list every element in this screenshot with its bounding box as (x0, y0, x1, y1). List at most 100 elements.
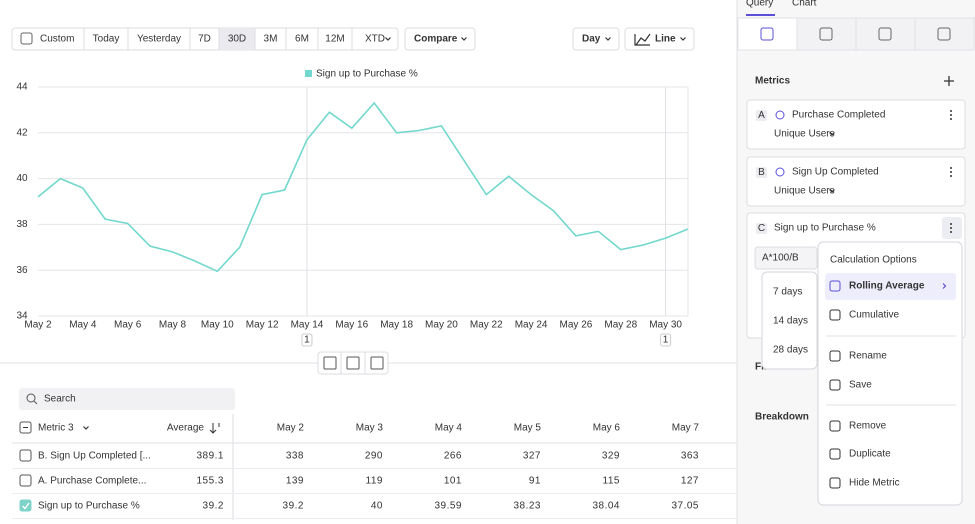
x-tick-label: May 14 (291, 320, 324, 331)
range-button[interactable]: 30D (228, 34, 246, 45)
range-button[interactable]: XTD (365, 34, 385, 45)
range-selected (219, 28, 255, 50)
menu-item[interactable]: Remove (849, 421, 887, 432)
row-value: 363 (681, 451, 699, 462)
metric-measure[interactable]: Unique Users (774, 186, 835, 197)
row-name: A. Purchase Complete... (38, 476, 146, 487)
metric-formula: A*100/B (762, 253, 799, 264)
x-tick-label: May 4 (69, 320, 97, 331)
row-value: 115 (603, 476, 620, 487)
more-dot (950, 110, 952, 112)
row-name: Sign up to Purchase % (38, 501, 140, 512)
event-icon (775, 110, 785, 120)
menu-item-icon (829, 477, 841, 489)
annotation-box[interactable] (301, 333, 313, 347)
range-button[interactable]: Custom (40, 34, 74, 45)
panel-tab[interactable]: Query (746, 0, 773, 9)
row-average: 39.2 (203, 501, 224, 512)
row-checkbox[interactable] (19, 474, 32, 487)
interval-button[interactable] (572, 27, 620, 51)
range-button[interactable]: Yesterday (137, 34, 181, 45)
view-toggle-icon[interactable] (323, 356, 337, 370)
menu-highlight (825, 273, 956, 300)
table-header-metric[interactable]: Metric (38, 423, 65, 434)
metric-card[interactable] (746, 99, 966, 150)
range-button[interactable]: 6M (295, 34, 309, 45)
menu-item[interactable]: Save (849, 380, 872, 391)
annotation-label[interactable]: 1 (304, 335, 310, 346)
letter-badge (756, 167, 767, 178)
compare-button[interactable] (404, 27, 476, 51)
view-toggle-group (317, 351, 389, 375)
submenu-item[interactable]: 28 days (773, 345, 808, 356)
metrics-title: Metrics (755, 76, 790, 87)
formula-box (754, 246, 818, 270)
menu-item[interactable]: Duplicate (849, 449, 891, 460)
letter-badge (756, 223, 767, 234)
menu-item[interactable]: Cumulative (849, 310, 899, 321)
annotation-box[interactable] (660, 333, 672, 347)
row-value: 39.59 (434, 501, 462, 512)
more-dot (950, 231, 952, 233)
menu-item[interactable]: Rolling Average (849, 281, 925, 292)
row-checkbox[interactable] (19, 449, 32, 462)
search-box (19, 388, 235, 410)
row-checkbox[interactable] (19, 499, 32, 512)
range-button[interactable]: 7D (198, 34, 211, 45)
search-placeholder[interactable]: Search (44, 394, 76, 405)
row-value: 38.04 (592, 501, 620, 512)
row-name: B. Sign Up Completed [... (38, 451, 151, 462)
x-tick-label: May 28 (604, 320, 637, 331)
view-toggle-icon[interactable] (370, 356, 384, 370)
x-tick-label: May 26 (560, 320, 593, 331)
metric-card[interactable] (746, 156, 966, 207)
y-tick-label: 38 (16, 219, 28, 230)
row-value: 101 (444, 476, 462, 487)
breakdown-label: Breakdown (755, 412, 809, 423)
y-tick-label: 44 (16, 82, 28, 93)
row-average: 155.3 (196, 476, 224, 487)
chevron-icon (461, 37, 467, 41)
x-tick-label: May 10 (201, 320, 234, 331)
calendar-icon (20, 32, 33, 45)
row-value: 127 (681, 476, 699, 487)
interval-label[interactable]: Day (582, 34, 601, 45)
view-tab[interactable] (737, 17, 798, 51)
x-tick-label: May 6 (114, 320, 142, 331)
row-value: 119 (366, 476, 383, 487)
metric-measure[interactable]: Unique Users (774, 129, 835, 140)
row-value: 338 (286, 451, 304, 462)
panel-tab[interactable]: Chart (792, 0, 817, 9)
table-header-date: May 5 (514, 423, 542, 434)
metric-name[interactable]: Purchase Completed (792, 110, 885, 121)
metric-letter: B (758, 167, 765, 178)
menu-item[interactable]: Hide Metric (849, 478, 900, 489)
view-tab[interactable] (796, 17, 857, 51)
range-button[interactable]: Today (93, 34, 120, 45)
more-dot (950, 223, 952, 225)
view-toggle-icon[interactable] (346, 356, 360, 370)
legend-label: Sign up to Purchase % (316, 69, 418, 80)
chevron-icon (829, 189, 835, 193)
row-value: 40 (371, 501, 383, 512)
compare-label[interactable]: Compare (414, 34, 458, 45)
view-tab-icon (937, 27, 951, 41)
table-header-average[interactable]: Average (167, 423, 205, 434)
view-tab[interactable] (914, 17, 975, 51)
chart-type-label[interactable]: Line (655, 34, 676, 45)
range-button[interactable]: 3M (264, 34, 278, 45)
menu-item[interactable]: Rename (849, 351, 887, 362)
view-tab[interactable] (855, 17, 916, 51)
more-dot (950, 171, 952, 173)
metric-name[interactable]: Sign up to Purchase % (774, 223, 876, 234)
submenu-item[interactable]: 14 days (773, 316, 808, 327)
range-button[interactable]: 12M (325, 34, 344, 45)
x-tick-label: May 24 (515, 320, 548, 331)
chevron-icon (385, 37, 391, 41)
submenu-item[interactable]: 7 days (773, 287, 802, 298)
table-header-date: May 6 (593, 423, 621, 434)
metric-name[interactable]: Sign Up Completed (792, 167, 879, 178)
row-value: 327 (523, 451, 541, 462)
annotation-label[interactable]: 1 (663, 335, 669, 346)
